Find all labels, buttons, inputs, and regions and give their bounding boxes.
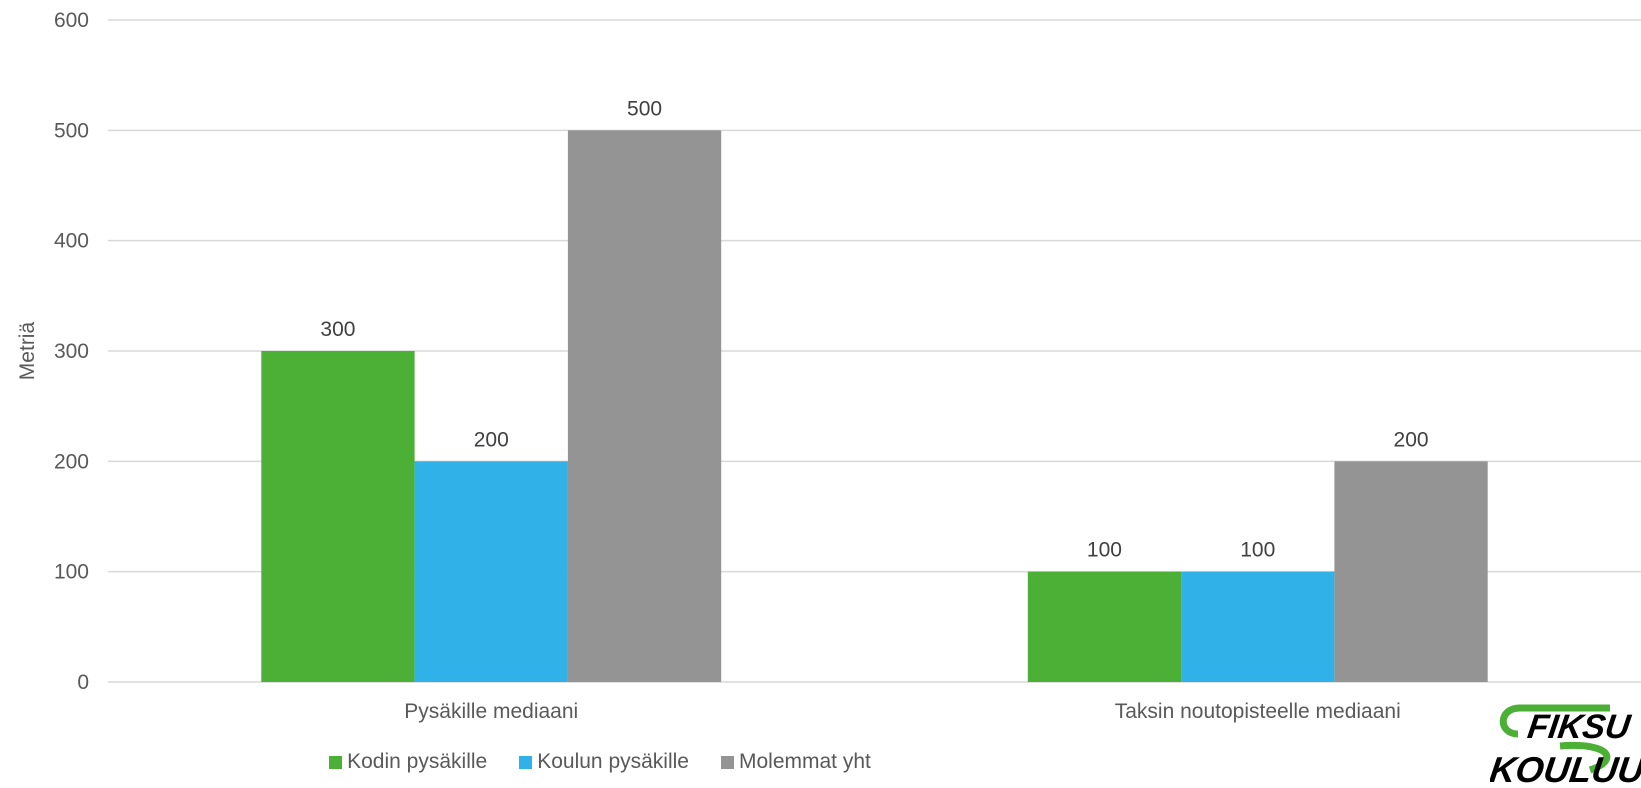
y-tick-label-500: 500 xyxy=(54,119,89,142)
bar-1-2 xyxy=(1334,461,1488,682)
bar-0-2 xyxy=(567,130,722,683)
data-label-1-0: 100 xyxy=(1087,539,1122,562)
legend-label-koulun: Koulun pysäkille xyxy=(537,750,689,773)
y-tick-label-600: 600 xyxy=(54,9,89,32)
data-labels: 300 200 500 100 100 200 xyxy=(320,97,1428,561)
x-tick-label-0: Pysäkille mediaani xyxy=(404,700,578,723)
x-axis-category-labels: Pysäkille mediaani Taksin noutopisteelle … xyxy=(404,700,1400,723)
legend-swatch-koulun xyxy=(519,755,533,769)
bar-1-1 xyxy=(1181,571,1335,682)
legend-label-molemmat: Molemmat yht xyxy=(738,750,871,773)
logo-text-top: FIKSU xyxy=(1525,708,1634,746)
y-axis-tick-labels: 0 100 200 300 400 500 600 xyxy=(54,9,89,694)
y-tick-label-0: 0 xyxy=(77,671,89,694)
bar-1-0 xyxy=(1027,571,1182,682)
x-tick-label-1: Taksin noutopisteelle mediaani xyxy=(1115,700,1401,723)
y-tick-label-100: 100 xyxy=(54,561,89,584)
data-label-0-2: 500 xyxy=(627,97,662,120)
y-tick-label-300: 300 xyxy=(54,340,89,363)
data-label-0-1: 200 xyxy=(474,428,509,451)
bars xyxy=(261,130,1488,683)
bar-0-1 xyxy=(414,461,568,682)
legend-item-molemmat: Molemmat yht xyxy=(720,750,871,774)
legend-swatch-molemmat xyxy=(720,755,734,769)
legend: Kodin pysäkille Koulun pysäkille Molemma… xyxy=(0,750,1200,774)
data-label-0-0: 300 xyxy=(320,318,355,341)
y-tick-label-200: 200 xyxy=(54,450,89,473)
y-axis-label: Metriä xyxy=(16,322,39,381)
logo-text-bottom: KOULUUN xyxy=(1490,749,1641,788)
bar-0-0 xyxy=(261,351,415,682)
data-label-1-2: 200 xyxy=(1394,428,1429,451)
data-label-1-1: 100 xyxy=(1240,539,1275,562)
y-tick-label-400: 400 xyxy=(54,230,89,253)
legend-label-kodin: Kodin pysäkille xyxy=(347,750,488,773)
legend-item-koulun: Koulun pysäkille xyxy=(519,750,689,774)
legend-item-kodin: Kodin pysäkille xyxy=(329,750,487,774)
legend-swatch-kodin xyxy=(329,755,343,769)
